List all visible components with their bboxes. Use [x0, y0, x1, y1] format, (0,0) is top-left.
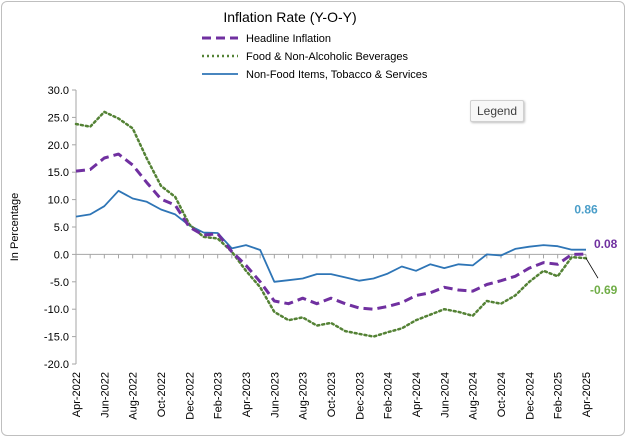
y-tick-label: 10.0 [48, 195, 69, 207]
x-tick-label: Aug-2024 [468, 372, 480, 420]
leader-line-food [585, 257, 599, 279]
y-tick-label: -20.0 [44, 359, 69, 371]
y-tick-label: 0.0 [54, 249, 69, 261]
series-line-0 [75, 152, 587, 311]
x-tick-label: Oct-2022 [156, 372, 168, 417]
data-label-food: -0.69 [590, 283, 618, 297]
x-tick-label: Jun-2024 [439, 372, 451, 418]
series-line-2 [75, 189, 586, 283]
x-tick-label: Oct-2023 [326, 372, 338, 417]
x-tick-label: Dec-2022 [184, 372, 196, 420]
x-tick-label: Apr-2024 [411, 372, 423, 417]
x-tick-label: Aug-2022 [128, 372, 140, 420]
x-tick-label: Apr-2025 [581, 372, 593, 417]
legend-label-1: Food & Non-Alcoholic Beverages [246, 51, 409, 63]
x-tick-label: Jun-2023 [269, 372, 281, 418]
legend-label-0: Headline Inflation [246, 33, 331, 45]
y-tick-label: 30.0 [48, 85, 69, 97]
x-tick-label: Dec-2023 [354, 372, 366, 420]
y-tick-label: 15.0 [48, 167, 69, 179]
data-label-non-food: 0.86 [574, 203, 598, 217]
x-tick-label: Apr-2023 [241, 372, 253, 417]
legend-button[interactable]: Legend [470, 100, 524, 122]
x-tick-label: Oct-2024 [496, 372, 508, 417]
legend-label-2: Non-Food Items, Tobacco & Services [246, 69, 428, 81]
x-tick-label: Apr-2022 [71, 372, 83, 417]
x-tick-label: Aug-2023 [298, 372, 310, 420]
x-tick-label: Feb-2024 [383, 372, 395, 419]
x-tick-label: Jun-2022 [99, 372, 111, 418]
y-axis-title: In Percentage [9, 193, 21, 262]
data-label-headline: 0.08 [594, 237, 618, 251]
x-tick-label: Feb-2025 [553, 372, 565, 419]
y-tick-label: -10.0 [44, 304, 69, 316]
y-tick-label: 25.0 [48, 112, 69, 124]
y-tick-label: 20.0 [48, 140, 69, 152]
x-tick-label: Feb-2023 [213, 372, 225, 419]
y-tick-label: 5.0 [54, 222, 69, 234]
y-tick-label: -15.0 [44, 332, 69, 344]
y-tick-label: -5.0 [50, 277, 69, 289]
series-line-1 [74, 110, 588, 338]
x-tick-label: Dec-2024 [524, 372, 536, 420]
chart-title: Inflation Rate (Y-O-Y) [223, 9, 356, 25]
